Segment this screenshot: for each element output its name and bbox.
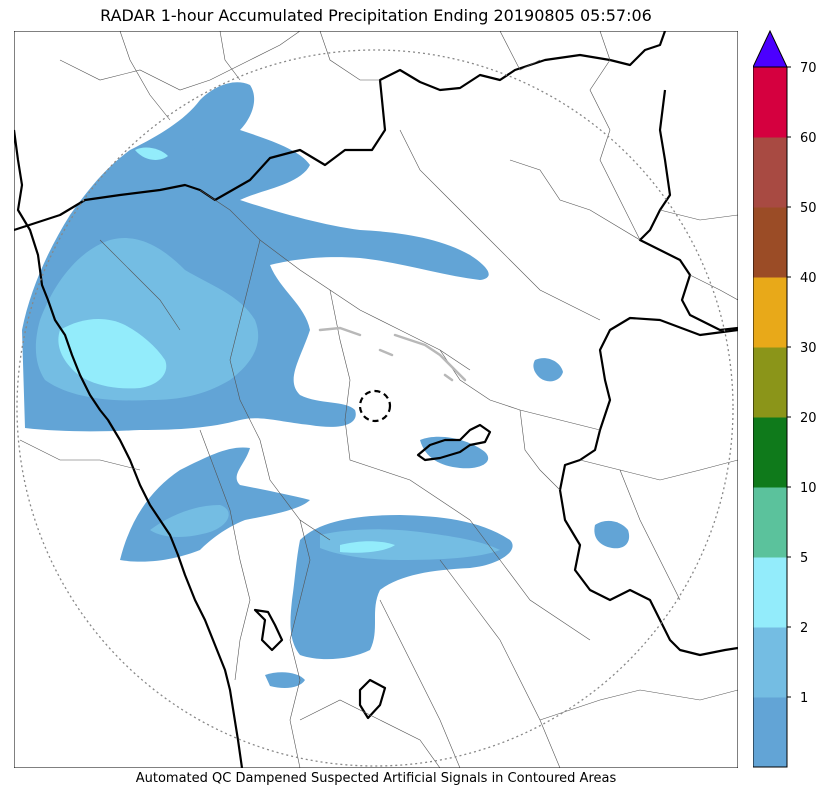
colorbar-tick-label: 40 — [800, 271, 817, 286]
colorbar-tick-label: 70 — [800, 61, 817, 76]
precip-small-east-cell — [533, 358, 563, 382]
precip-north-strip — [128, 200, 350, 253]
eastern-state-border — [638, 89, 738, 332]
southern-enclave-border — [253, 608, 284, 652]
south-coast-island — [358, 678, 387, 720]
colorbar-bin — [753, 557, 787, 628]
colorbar-bin — [753, 417, 787, 488]
colorbar-bin — [753, 347, 787, 418]
qc-footnote: Automated QC Dampened Suspected Artifici… — [135, 771, 617, 786]
colorbar-tick-label: 10 — [800, 481, 817, 496]
colorbar-tick-label: 60 — [800, 131, 817, 146]
precip-southwest-light — [150, 505, 229, 537]
inner-state-border — [416, 423, 492, 462]
colorbar-bin — [753, 697, 787, 768]
west-coastline — [14, 129, 244, 768]
chart-title: RADAR 1-hour Accumulated Precipitation E… — [100, 6, 652, 25]
southeast-state-border — [558, 316, 738, 657]
colorbar-tick-label: 20 — [800, 411, 817, 426]
precip-south-core — [340, 541, 395, 553]
radar-range-ring — [16, 49, 734, 767]
colorbar-bin — [753, 137, 787, 208]
colorbar-bin — [753, 67, 787, 138]
colorbar-tick-label: 5 — [800, 551, 808, 566]
precipitation-colorbar: 1 2 5 10 20 30 40 50 60 70 — [753, 30, 817, 768]
colorbar-extend-arrow — [753, 30, 788, 68]
colorbar-tick-label: 50 — [800, 201, 817, 216]
colorbar-bin — [753, 487, 787, 558]
colorbar-bin — [753, 277, 787, 348]
precipitation-layer — [22, 82, 630, 688]
radar-map — [14, 31, 738, 768]
colorbar-tick-label: 2 — [800, 621, 808, 636]
precip-far-east-cell — [594, 520, 630, 549]
colorbar-bin — [753, 207, 787, 278]
state-boundaries — [14, 31, 738, 768]
radar-site-marker — [358, 389, 392, 423]
colorbar-bin — [753, 627, 787, 698]
precip-north-cell-b — [265, 672, 305, 688]
precip-north-highlight — [135, 147, 168, 160]
colorbar-tick-label: 1 — [800, 691, 808, 706]
qc-contoured-areas — [318, 326, 467, 382]
precip-north-cell-a — [190, 132, 264, 163]
colorbar-tick-label: 30 — [800, 341, 817, 356]
northern-state-border — [14, 31, 667, 232]
precip-west-core — [58, 318, 167, 389]
district-boundaries — [19, 31, 738, 768]
